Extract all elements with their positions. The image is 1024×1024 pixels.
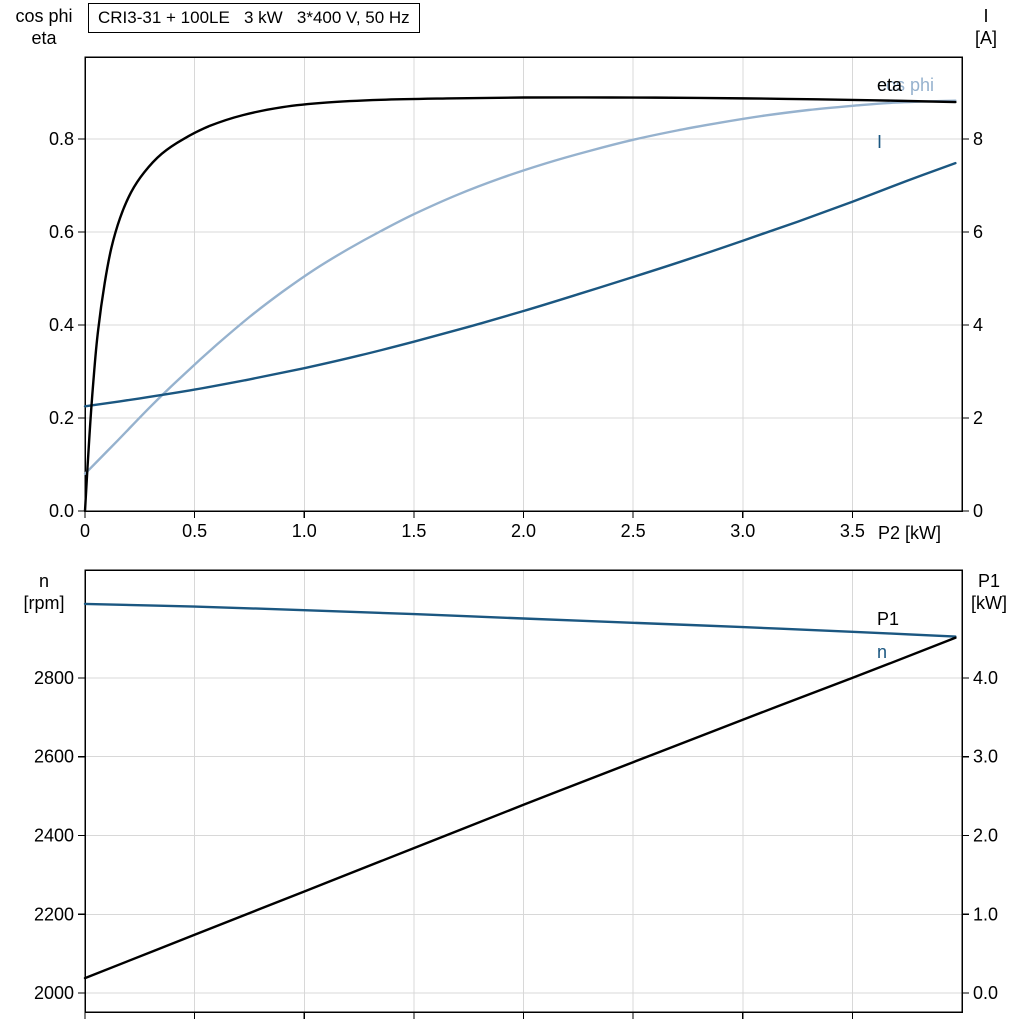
left-tick-label: 2800 [34,668,74,688]
x-tick-label: 3.0 [730,521,755,541]
right-tick-label: 1.0 [973,904,998,924]
right-tick-label: 8 [973,129,983,149]
series-cos-phi [83,99,957,475]
top-chart: 0.0 0.2 0.4 0.6 0.8 0 2 4 6 8 0 0.5 1.0 1.5 2.0 2.5 3.0 3… [49,56,983,541]
top-left-axis-title-line1: cos phi [15,6,73,26]
x-tick-label: 3.5 [840,521,865,541]
left-tick-label: 2200 [34,904,74,924]
right-tick-label: 4 [973,315,983,335]
series-I [83,161,957,408]
series-eta [83,96,957,513]
series-n [83,602,957,638]
right-tick-label: 6 [973,222,983,242]
left-tick-label: 0.8 [49,129,74,149]
top-right-axis-title: I [A] [960,5,1012,49]
left-tick-label: 2000 [34,983,74,1003]
x-tick-label: 2.0 [511,521,536,541]
curve-label-eta: eta [877,75,903,95]
x-tick-label: 0 [80,521,90,541]
left-tick-label: 0.2 [49,408,74,428]
bottom-chart: 2000 2200 2400 2600 2800 0.0 1.0 2.0 3.0 4.0 [34,569,998,1019]
left-tick-label: 0.0 [49,501,74,521]
curve-label-n: n [877,642,888,662]
top-left-axis-title-line2: eta [31,28,57,48]
bottom-right-axis-title: P1 [kW] [960,570,1018,614]
right-tick-label: 2.0 [973,826,998,846]
right-tick-label: 2 [973,408,983,428]
right-tick-label: 3.0 [973,747,998,767]
right-tick-label: 4.0 [973,668,998,688]
curve-label-current: I [877,132,883,152]
left-tick-label: 0.4 [49,315,74,335]
top-right-axis-title-line2: [A] [974,28,997,48]
bottom-left-axis-title: n [rpm] [6,570,82,614]
x-tick-label: 0.5 [182,521,207,541]
left-tick-label: 0.6 [49,222,74,242]
right-tick-label: 0.0 [973,983,998,1003]
top-right-axis-title-line1: I [983,6,989,26]
bottom-right-axis-title-line1: P1 [977,571,1001,591]
bottom-right-axis-title-line2: [kW] [971,593,1007,613]
top-left-axis-title: cos phi eta [6,5,82,49]
top-x-axis-title: P2 [kW] [878,523,942,543]
curve-label-cos-phi: cos phi [877,75,935,95]
right-tick-label: 0 [973,501,983,521]
left-tick-label: 2400 [34,826,74,846]
bottom-left-axis-title-line2: [rpm] [23,593,65,613]
curve-label-P1: P1 [877,609,900,629]
x-tick-label: 2.5 [621,521,646,541]
bottom-left-axis-title-line1: n [38,571,49,591]
chart-title-box: CRI3-31 + 100LE 3 kW 3*400 V, 50 Hz [88,3,420,33]
x-tick-label: 1.5 [401,521,426,541]
series-P1 [83,636,957,980]
left-tick-label: 2600 [34,747,74,767]
x-tick-label: 1.0 [292,521,317,541]
